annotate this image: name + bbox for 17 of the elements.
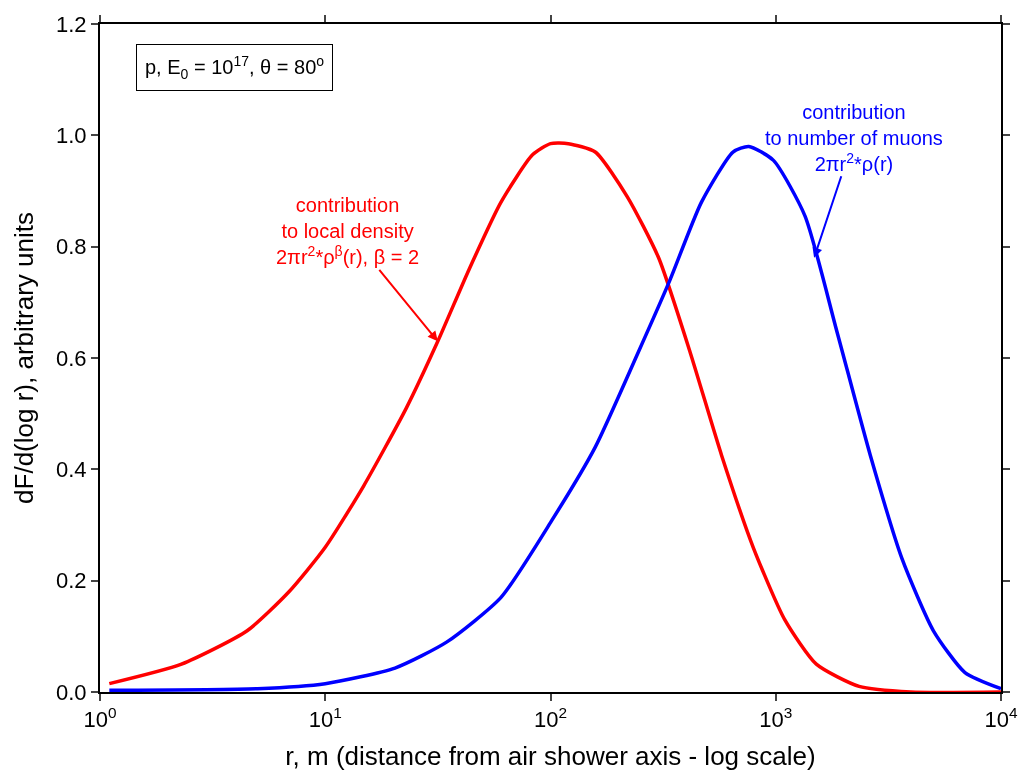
y-axis-title: dF/d(log r), arbitrary units <box>8 212 39 504</box>
y-tick-label: 0.0 <box>56 679 87 705</box>
annotation: contribution to local density 2πr$^{2}$*ρ$^{β}$(r), β = 2 <box>276 194 420 268</box>
annotation: p, E$_{0}$ = 10$^{17}$, θ = 80$^{o}$ <box>145 53 325 82</box>
y-tick-label: 0.2 <box>56 568 87 594</box>
x-tick-label: 10$^{2}$ <box>533 704 568 733</box>
x-tick-label: 10$^{4}$ <box>984 704 1018 733</box>
x-tick-label: 10$^{0}$ <box>83 704 117 733</box>
x-tick-label: 10$^{1}$ <box>308 704 342 733</box>
y-tick-label: 1.2 <box>56 11 87 37</box>
annotation: contribution to number of muons 2πr$^{2}$*ρ(r) <box>765 101 943 175</box>
x-axis-title: r, m (distance from air shower axis - log scale) <box>285 740 816 771</box>
y-tick-label: 0.8 <box>56 234 87 260</box>
y-tick-label: 0.4 <box>56 457 87 483</box>
x-tick-label: 10$^{3}$ <box>759 704 793 733</box>
y-tick-label: 0.6 <box>56 345 87 371</box>
y-tick-label: 1.0 <box>56 123 87 149</box>
